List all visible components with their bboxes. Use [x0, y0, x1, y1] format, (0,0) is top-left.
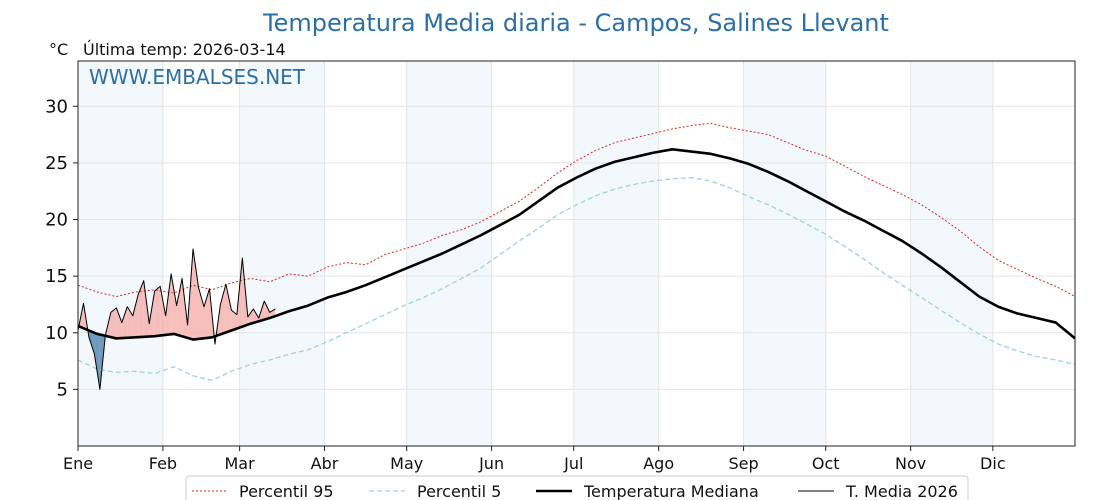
x-tick-label-dic: Dic: [980, 454, 1006, 473]
x-tick-label-ago: Ago: [643, 454, 674, 473]
anomaly-fill-segment: [154, 286, 161, 337]
legend: Percentil 95 Percentil 5 Temperatura Media…: [185, 475, 969, 500]
series-t-media-2026-line: [77, 248, 276, 390]
anomaly-fill-segment: [88, 330, 95, 355]
month-band-may: [406, 61, 492, 446]
y-tick-label-20: 20: [45, 210, 68, 231]
x-axis: Ene Feb Mar Abr May Jun Jul Ago Sep Oct Nov Dic: [63, 446, 1006, 473]
x-tick-label-feb: Feb: [149, 454, 177, 473]
anomaly-fill-segment: [264, 301, 270, 320]
x-tick-label-oct: Oct: [812, 454, 840, 473]
y-tick-label-5: 5: [57, 379, 68, 400]
x-tick-label-jun: Jun: [478, 454, 504, 473]
x-tick-label-may: May: [390, 454, 423, 473]
anomaly-fill-segment: [138, 280, 144, 338]
anomaly-fill-segment: [116, 307, 122, 339]
anomaly-fill-segment: [160, 286, 166, 336]
y-tick-label-10: 10: [45, 323, 68, 344]
x-tick-label-mar: Mar: [225, 454, 256, 473]
chart-title: Temperatura Media diaria - Campos, Salin…: [262, 9, 889, 37]
chart-subtitle: Última temp: 2026-03-14: [83, 40, 286, 59]
anomaly-fill-segment: [193, 248, 199, 340]
anomaly-fill-segment: [149, 290, 155, 337]
anomaly-fill-segment: [225, 284, 232, 333]
anomaly-fill-segment: [110, 307, 117, 339]
plot-frame: [77, 60, 1076, 447]
legend-label-t-media-2026: T. Media 2026: [845, 482, 958, 500]
anomaly-fill-segment: [247, 308, 254, 325]
legend-label-percentil-5: Percentil 5: [417, 482, 501, 500]
anomaly-fill-segment: [127, 306, 133, 338]
month-band-ene: [78, 61, 163, 446]
anomaly-fill-segment: [203, 288, 210, 339]
anomaly-fill-segment: [198, 287, 204, 339]
month-band-sep: [743, 61, 826, 446]
y-axis: 5 10 15 20 25 30: [45, 96, 78, 400]
legend-box: [185, 475, 969, 500]
plot-area: [77, 122, 1076, 390]
month-band-nov: [910, 61, 993, 446]
anomaly-fill-segment: [176, 278, 183, 337]
x-tick-label-nov: Nov: [895, 454, 926, 473]
anomaly-fill-segment: [171, 273, 177, 335]
anomaly-fill-segment: [231, 310, 237, 331]
y-tick-label-15: 15: [45, 266, 68, 287]
month-band-jul: [573, 61, 659, 446]
anomaly-fill-segment: [253, 308, 259, 323]
y-tick-label-30: 30: [45, 96, 68, 117]
x-tick-label-ene: Ene: [63, 454, 93, 473]
anomaly-fill-segment: [220, 284, 226, 335]
anomaly-fill-segment: [165, 273, 172, 335]
anomaly-fill-segment: [94, 332, 100, 390]
x-tick-label-abr: Abr: [311, 454, 339, 473]
y-tick-label-25: 25: [45, 153, 68, 174]
watermark: WWW.EMBALSES.NET: [89, 65, 306, 89]
series-percentil-5-line: [77, 176, 1076, 382]
x-tick-label-sep: Sep: [729, 454, 759, 473]
month-band-mar: [239, 61, 325, 446]
x-tick-label-jul: Jul: [563, 454, 583, 473]
anomaly-fill-segment: [132, 294, 139, 338]
month-bands: [78, 61, 993, 446]
legend-label-percentil-95: Percentil 95: [239, 482, 334, 500]
series-temperatura-mediana-line: [77, 148, 1076, 341]
legend-label-temperatura-mediana: Temperatura Mediana: [583, 482, 759, 500]
anomaly-fill-segment: [121, 306, 128, 339]
y-unit-label: °C: [49, 40, 68, 59]
